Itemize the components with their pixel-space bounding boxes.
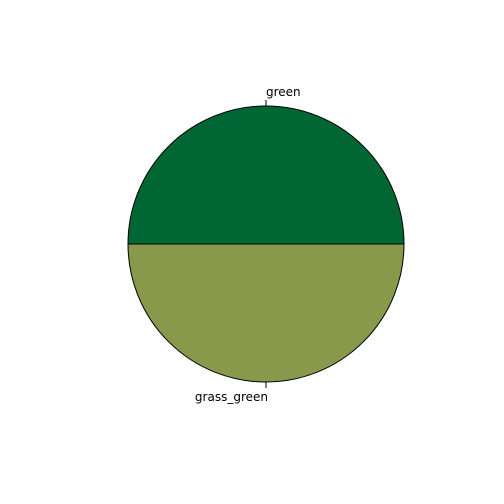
pie-slice-grass-green	[127, 243, 405, 383]
pie-slice-green	[127, 105, 405, 245]
pie-label-green: green	[266, 85, 301, 99]
pie-label-grass-green: grass_green	[195, 390, 268, 404]
